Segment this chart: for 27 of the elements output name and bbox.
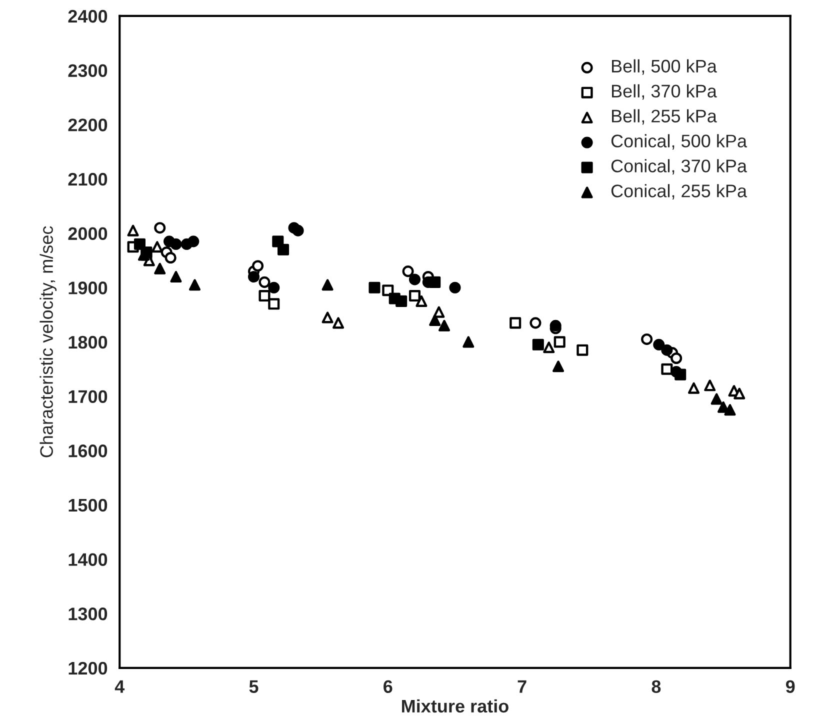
legend-label: Conical, 255 kPa bbox=[611, 184, 748, 200]
y-tick-label: 1500 bbox=[68, 498, 108, 512]
y-tick-label: 1800 bbox=[68, 336, 108, 349]
legend-label: Bell, 255 kPa bbox=[612, 109, 717, 125]
legend-label: Bell, 500 kPa bbox=[612, 59, 717, 75]
x-tick-label: 9 bbox=[786, 680, 795, 693]
y-tick-label: 1200 bbox=[68, 662, 108, 675]
x-tick-label: 8 bbox=[652, 680, 661, 693]
y-tick-label: 2000 bbox=[68, 227, 108, 240]
y-tick-label: 1600 bbox=[68, 444, 108, 458]
legend-label: Conical, 500 kPa bbox=[611, 134, 748, 150]
y-tick-label: 2200 bbox=[68, 118, 108, 132]
x-tick-label: 7 bbox=[518, 680, 526, 693]
y-tick-label: 1400 bbox=[68, 553, 108, 566]
y-tick-label: 1900 bbox=[68, 282, 108, 294]
y-tick-label: 1700 bbox=[68, 390, 108, 403]
y-axis-title: Characteristic velocity, m/sec bbox=[40, 226, 57, 458]
y-tick-label: 2400 bbox=[68, 10, 108, 23]
x-axis-title: Mixture ratio bbox=[402, 699, 508, 713]
legend-label: Bell, 370 kPa bbox=[612, 84, 717, 100]
y-tick-label: 1300 bbox=[68, 608, 108, 620]
y-tick-label: 2100 bbox=[68, 172, 108, 186]
x-tick-label: 5 bbox=[249, 680, 258, 693]
x-tick-label: 6 bbox=[384, 680, 392, 693]
x-tick-label: 4 bbox=[114, 680, 125, 693]
y-tick-label: 2300 bbox=[68, 64, 108, 78]
legend-label: Conical, 370 kPa bbox=[611, 159, 748, 175]
